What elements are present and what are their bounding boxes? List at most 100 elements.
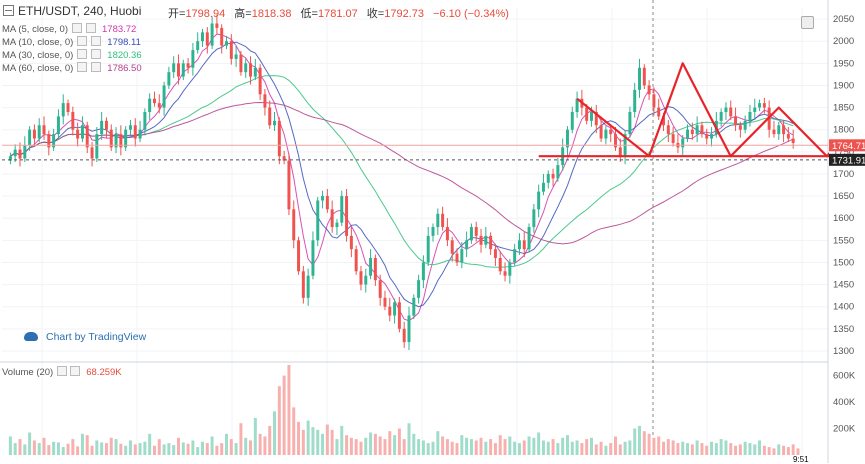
candle-body [532, 209, 536, 228]
candle-body [517, 240, 521, 250]
candle-body [782, 125, 786, 135]
volume-bar [662, 441, 666, 455]
candle-body [551, 173, 555, 179]
low-value: 1781.07 [317, 8, 358, 20]
volume-bar [80, 433, 84, 455]
volume-bar [119, 443, 123, 455]
candle-body [426, 235, 430, 263]
volume-bar [623, 441, 627, 455]
volume-bar [335, 439, 339, 455]
eye-icon[interactable] [77, 49, 88, 59]
volume-bar [56, 442, 60, 455]
volume-bar [148, 433, 152, 455]
close-icon[interactable] [91, 36, 102, 46]
candle-body [172, 63, 176, 73]
volume-bar [412, 433, 416, 455]
candle-body [556, 165, 560, 179]
volume-bar [225, 433, 228, 455]
candle-body [575, 98, 579, 112]
close-icon[interactable] [70, 366, 81, 376]
volume-bar [474, 440, 478, 455]
close-icon[interactable] [91, 62, 102, 72]
indicator-value: 1786.50 [107, 63, 142, 74]
volume-bar [383, 439, 387, 455]
eye-icon[interactable] [72, 23, 82, 33]
candle-body [695, 125, 699, 135]
volume-bar [498, 435, 502, 455]
volume-bar [618, 444, 622, 455]
candle-body [292, 209, 296, 241]
last-price-label: 1731.91 [832, 155, 865, 166]
volume-bar [493, 443, 497, 455]
candle-body [354, 249, 358, 272]
volume-bar [489, 439, 493, 455]
indicator-ma60[interactable]: MA (60, close, 0) 1786.50 [2, 62, 142, 75]
square-minus-icon[interactable] [3, 5, 14, 16]
open-value: 1798.94 [185, 8, 226, 20]
volume-bar [306, 420, 310, 455]
volume-bar [599, 441, 603, 455]
candle-body [527, 227, 531, 250]
close-icon[interactable] [86, 23, 96, 33]
candle-body [417, 280, 421, 298]
chart-title[interactable]: ETH/USDT, 240, Huobi [3, 4, 147, 18]
candle-body [124, 129, 128, 148]
indicator-value: 1820.36 [107, 50, 142, 61]
close-icon[interactable] [91, 49, 102, 59]
volume-bar [330, 429, 334, 455]
candle-body [340, 196, 344, 223]
candle-body [191, 50, 195, 68]
candle-body [393, 302, 397, 316]
indicator-ma30[interactable]: MA (30, close, 0) 1820.36 [2, 49, 142, 62]
volume-bar [172, 445, 176, 455]
eye-icon[interactable] [57, 366, 68, 376]
candle-body [316, 200, 320, 241]
volume-bar [450, 441, 454, 455]
indicator-ma5[interactable]: MA (5, close, 0) 1783.72 [2, 23, 136, 36]
candle-body [585, 107, 589, 121]
volume-bar [47, 445, 51, 455]
candle-body [359, 271, 363, 285]
price-tick-label: 1350 [833, 324, 854, 335]
trend-drawings[interactable] [538, 41, 865, 158]
price-axis[interactable]: 2050 2000 1950 1900 1850 1800 1750 1700 1650 1600… [829, 0, 865, 463]
indicator-ma10[interactable]: MA (10, close, 0) 1798.11 [2, 36, 141, 49]
volume-bar [325, 424, 329, 455]
candle-body [681, 138, 685, 148]
volume-bar [441, 436, 445, 455]
volume-bar [503, 439, 507, 455]
candle-body [335, 222, 339, 228]
volume-bar [388, 431, 392, 455]
candle-body [614, 134, 617, 148]
volume-bar [633, 428, 637, 455]
cloud-icon [24, 332, 38, 341]
volume-bar [777, 444, 781, 455]
volume-bar [124, 445, 128, 455]
gear-icon[interactable] [801, 16, 814, 29]
candle-body [349, 235, 353, 250]
candle-body [460, 249, 464, 263]
eye-icon[interactable] [77, 36, 88, 46]
ma-60-line [10, 101, 794, 245]
volume-bar [565, 435, 569, 455]
volume-bar [378, 436, 382, 455]
volume-bar [76, 446, 80, 455]
price-tick-label: 1700 [833, 169, 854, 180]
candle-body [671, 134, 675, 143]
candle-body [23, 145, 27, 159]
chart-header: ETH/USDT, 240, Huobi 开=1798.94 高=1818.38… [0, 0, 865, 22]
volume-bar [431, 441, 435, 455]
eye-icon[interactable] [77, 62, 88, 72]
candle-body [201, 32, 204, 42]
volume-legend[interactable]: Volume (20) 68.259K [2, 366, 122, 378]
volume-bar [772, 448, 776, 455]
volume-bar [196, 447, 200, 455]
candle-body [724, 107, 728, 112]
tradingview-logo[interactable]: Chart by TradingView [24, 331, 146, 343]
volume-tick-label: 200K [833, 424, 856, 435]
volume-bar [681, 441, 685, 455]
candle-body [445, 227, 449, 241]
candle-body [306, 275, 310, 298]
volume-bar [753, 444, 757, 455]
